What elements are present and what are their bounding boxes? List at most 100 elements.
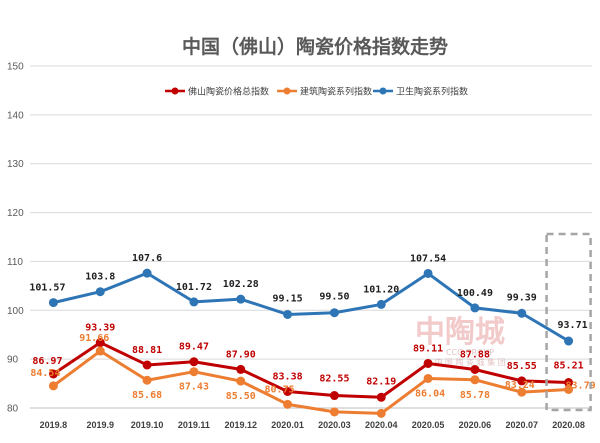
data-label: 99.15 [273, 293, 303, 304]
y-tick-label: 120 [7, 208, 24, 219]
legend: 佛山陶瓷价格总指数 建筑陶瓷系列指数 卫生陶瓷系列指数 [165, 86, 468, 98]
data-label: 103.8 [85, 272, 115, 283]
data-point [376, 299, 386, 309]
data-label: 86.97 [32, 356, 62, 367]
legend-entry: 卫生陶瓷系列指数 [373, 86, 468, 98]
data-point [470, 303, 480, 313]
data-label: 107.6 [132, 253, 162, 264]
x-tick-label: 2020.07 [505, 420, 538, 430]
y-tick-label: 130 [7, 159, 24, 170]
y-tick-label: 110 [7, 257, 23, 268]
x-tick-label: 2019.9 [86, 420, 114, 430]
data-point [95, 287, 105, 297]
data-point [423, 268, 433, 278]
series-line [53, 271, 570, 343]
data-point [470, 375, 480, 385]
data-label: 86.04 [415, 388, 445, 399]
y-tick-label: 80 [7, 404, 19, 415]
series-line [52, 349, 569, 415]
y-tick-label: 100 [7, 306, 24, 317]
data-label: 99.50 [319, 292, 349, 303]
data-label: 107.54 [410, 253, 446, 264]
data-point [95, 338, 105, 348]
data-label: 101.72 [176, 282, 212, 293]
series-line [52, 341, 569, 399]
data-label: 82.19 [366, 376, 396, 387]
x-tick-label: 2020.06 [459, 420, 492, 430]
x-tick-label: 2019.12 [224, 420, 257, 430]
data-point [564, 384, 574, 394]
data-point [283, 309, 293, 319]
data-label: 101.57 [29, 283, 65, 294]
y-tick-label: 150 [7, 62, 24, 73]
x-tick-label: 2020.04 [365, 420, 398, 430]
data-point [236, 376, 246, 386]
data-label: 87.90 [226, 349, 256, 360]
data-label: 84.54 [30, 368, 60, 379]
x-tick-label: 2020.03 [318, 420, 351, 430]
legend-marker [171, 87, 179, 95]
data-point [564, 378, 574, 388]
watermark-logo-text: 中陶城 [415, 315, 505, 350]
x-tick-label: 2020.01 [271, 420, 304, 430]
data-label: 83.38 [273, 371, 303, 382]
data-label: 85.78 [460, 390, 490, 401]
data-label: 100.49 [457, 288, 493, 299]
highlight-box [545, 232, 592, 412]
data-point [329, 308, 339, 318]
legend-label: 佛山陶瓷价格总指数 [188, 86, 269, 98]
x-tick-label: 2020.08 [552, 420, 585, 430]
data-label: 99.39 [507, 292, 537, 303]
series-lines: 86.97 93.39 88.81 89.47 87.90 83.38 82.55 82.19… [29, 253, 596, 418]
x-tick-label: 2019.8 [40, 420, 68, 430]
series-group: 84.54 91.66 85.68 87.43 85.50 80.75 86.04 85.78… [30, 333, 596, 418]
data-label: 87.88 [460, 350, 490, 361]
data-point [564, 336, 574, 346]
data-label: 83.79 [566, 380, 596, 391]
legend-entry: 建筑陶瓷系列指数 [277, 86, 372, 98]
data-point [283, 399, 293, 409]
data-label: 85.21 [554, 361, 584, 372]
legend-label: 卫生陶瓷系列指数 [396, 86, 468, 98]
watermark: 中陶城 CCC GROUP 中 国 陶 瓷 城 集 团 [415, 315, 506, 367]
data-point [189, 297, 199, 307]
y-axis: 80 90 100 110 120 130 140 150 [7, 62, 24, 415]
y-tick-label: 140 [7, 110, 24, 121]
data-label: 93.39 [85, 323, 115, 334]
data-point [236, 294, 246, 304]
legend-entry: 佛山陶瓷价格总指数 [165, 86, 269, 98]
data-point [470, 365, 480, 375]
data-point [329, 407, 339, 417]
data-point [329, 391, 339, 401]
data-point [48, 381, 58, 391]
data-point [48, 369, 58, 379]
data-label: 85.50 [226, 391, 256, 402]
chart-title: 中国（佛山）陶瓷价格指数走势 [182, 35, 448, 58]
data-label: 101.20 [363, 284, 399, 295]
data-label: 89.47 [179, 342, 209, 353]
x-axis: 2019.8 2019.9 2019.10 2019.11 2019.12 2020.01… [30, 407, 592, 430]
data-point [189, 367, 199, 377]
series-group: 86.97 93.39 88.81 89.47 87.90 83.38 82.55 82.19… [32, 323, 584, 402]
data-label: 85.68 [132, 390, 162, 401]
data-point [142, 268, 152, 278]
y-tick-label: 90 [7, 355, 19, 366]
data-label: 89.11 [413, 343, 443, 354]
data-point [283, 386, 293, 396]
data-point [517, 376, 527, 386]
data-label: 93.71 [558, 320, 588, 331]
x-tick-label: 2019.11 [178, 420, 210, 430]
x-tick-label: 2020.05 [412, 420, 445, 430]
data-label: 85.55 [507, 361, 537, 372]
data-point [517, 387, 527, 397]
data-point [142, 375, 152, 385]
data-point [95, 346, 105, 356]
highlight-dashed-box [545, 232, 592, 412]
data-label: 83.24 [505, 380, 535, 391]
x-tick-label: 2019.10 [131, 420, 164, 430]
data-point [376, 392, 386, 402]
data-label: 88.81 [132, 345, 162, 356]
legend-marker [379, 87, 387, 95]
